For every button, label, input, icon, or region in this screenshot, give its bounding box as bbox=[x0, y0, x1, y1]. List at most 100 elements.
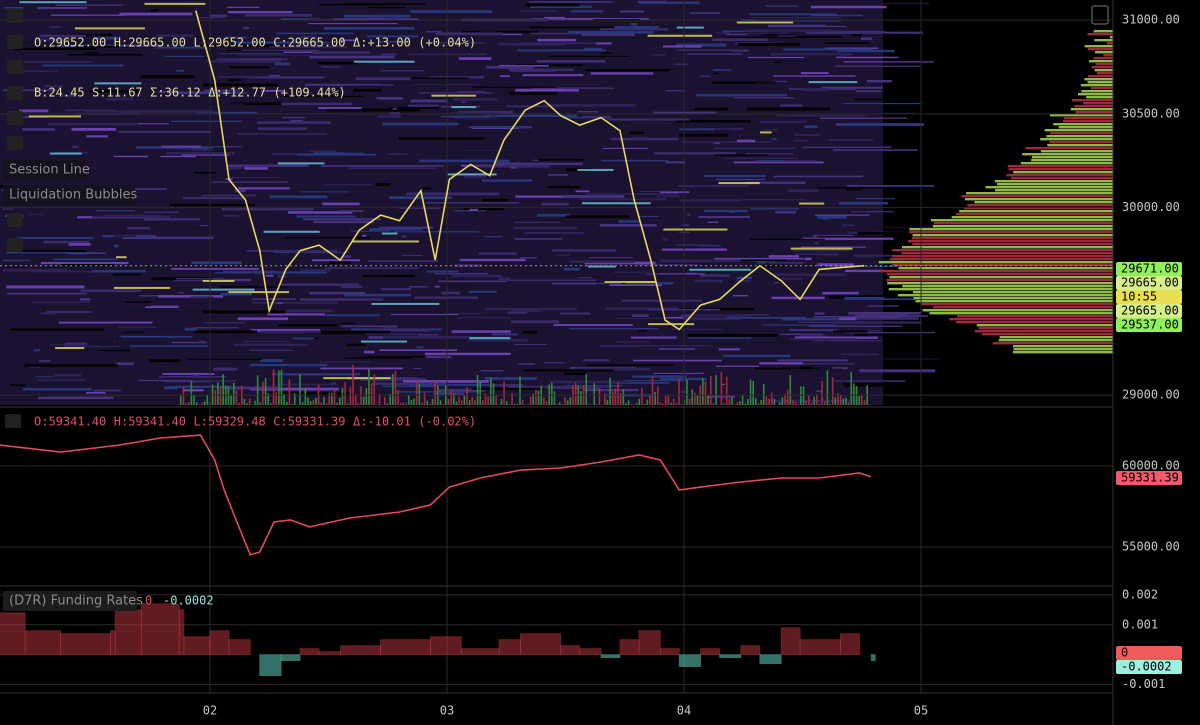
heatmap-cell bbox=[212, 147, 273, 151]
legend-value: Δ:-10.01 bbox=[353, 415, 411, 429]
menu-item[interactable]: Liquidation Bubbles bbox=[9, 188, 137, 203]
heatmap-cell bbox=[209, 14, 228, 17]
funding-step bbox=[380, 639, 431, 656]
tool-icon[interactable] bbox=[7, 9, 23, 23]
tool-icon[interactable] bbox=[7, 238, 23, 252]
tool-icon[interactable] bbox=[7, 60, 23, 74]
tool-icon[interactable] bbox=[7, 86, 23, 100]
heatmap-cell bbox=[605, 307, 699, 310]
scale-button[interactable] bbox=[1091, 5, 1109, 25]
heatmap-cell bbox=[849, 317, 919, 320]
volume-bar bbox=[503, 381, 505, 405]
heatmap-cell bbox=[202, 194, 257, 197]
volume-profile bbox=[902, 285, 1113, 288]
price-tag-bg bbox=[1116, 660, 1182, 674]
heatmap-cell bbox=[473, 165, 549, 168]
heatmap-cell bbox=[463, 175, 487, 179]
menu-item-bg[interactable] bbox=[3, 185, 135, 205]
funding-step bbox=[870, 654, 876, 662]
heatmap-cell bbox=[28, 213, 44, 215]
heatmap-cell bbox=[588, 257, 633, 259]
heatmap-cell bbox=[677, 185, 749, 187]
menu-item-bg[interactable] bbox=[3, 160, 87, 180]
heatmap-cell bbox=[23, 60, 92, 63]
heatmap-cell bbox=[284, 123, 301, 126]
heatmap-cell bbox=[214, 272, 252, 274]
tool-icon[interactable] bbox=[7, 111, 23, 125]
volume-bar bbox=[415, 380, 418, 405]
heatmap-cell bbox=[484, 236, 503, 238]
heatmap-cell bbox=[413, 367, 422, 370]
heatmap-cell bbox=[368, 260, 438, 262]
heatmap-cell bbox=[411, 84, 481, 86]
tool-icon[interactable] bbox=[7, 35, 23, 49]
panel-icon[interactable] bbox=[5, 414, 21, 428]
volume-bar bbox=[434, 380, 436, 405]
heatmap-cell bbox=[771, 80, 787, 83]
tool-icon[interactable] bbox=[7, 136, 23, 150]
volume-profile bbox=[998, 339, 1113, 342]
volume-bar bbox=[842, 398, 845, 405]
y-tick-label: 29000.00 bbox=[1122, 388, 1180, 402]
heatmap-cell bbox=[434, 285, 440, 288]
volume-bar bbox=[635, 403, 638, 405]
heatmap-cell bbox=[11, 328, 105, 331]
heatmap-cell bbox=[382, 122, 459, 126]
funding-step bbox=[600, 654, 621, 659]
heatmap-cell bbox=[762, 363, 854, 365]
volume-bar bbox=[328, 393, 330, 405]
heatmap-cell bbox=[694, 279, 724, 283]
heatmap-cell bbox=[605, 132, 623, 135]
heatmap-cell bbox=[317, 61, 357, 65]
volume-bar bbox=[755, 398, 757, 405]
volume-bar bbox=[829, 403, 831, 405]
heatmap-cell bbox=[537, 214, 571, 217]
heatmap-cell bbox=[713, 147, 796, 149]
tool-icon[interactable] bbox=[7, 213, 23, 227]
heatmap-cell bbox=[548, 104, 636, 107]
heatmap-cell bbox=[305, 330, 391, 334]
heatmap-cell bbox=[351, 165, 444, 167]
volume-bar bbox=[187, 402, 190, 405]
volume-bar bbox=[474, 400, 476, 405]
volume-bar bbox=[646, 399, 648, 405]
funding-step bbox=[110, 630, 116, 656]
menu-item[interactable]: Session Line bbox=[9, 163, 90, 178]
heatmap-cell bbox=[763, 234, 813, 238]
heatmap-cell bbox=[379, 40, 409, 43]
series bbox=[0, 10, 1113, 676]
price-tag: -0.0002 bbox=[1121, 660, 1172, 674]
heatmap-cell bbox=[720, 383, 725, 386]
heatmap-cell bbox=[713, 142, 721, 145]
heatmap-cell bbox=[269, 195, 328, 199]
volume-bar bbox=[397, 389, 399, 405]
heatmap-cell bbox=[406, 192, 500, 196]
funding-step bbox=[659, 648, 680, 656]
volume-bar bbox=[720, 371, 723, 405]
volume-profile bbox=[1106, 42, 1113, 45]
heatmap-cell bbox=[667, 50, 733, 53]
heatmap-cell bbox=[700, 274, 730, 277]
volume-bar bbox=[863, 399, 866, 405]
heatmap-cell bbox=[482, 179, 533, 182]
volume-profile bbox=[1049, 141, 1113, 144]
volume-profile bbox=[1093, 57, 1113, 60]
heatmap-cell bbox=[151, 9, 159, 12]
volume-bar bbox=[479, 382, 482, 405]
heatmap-cell bbox=[662, 238, 669, 241]
heatmap-cell bbox=[838, 317, 856, 321]
heatmap-cell bbox=[693, 314, 752, 317]
heatmap-cell bbox=[355, 77, 411, 81]
heatmap-cell bbox=[401, 235, 407, 238]
funding-step bbox=[498, 639, 521, 656]
heatmap-cell bbox=[346, 343, 366, 346]
volume-profile bbox=[913, 297, 1113, 300]
heatmap-cell bbox=[388, 249, 417, 253]
volume-bar bbox=[556, 403, 558, 405]
heatmap-cell bbox=[606, 316, 666, 319]
volume-profile bbox=[967, 204, 1113, 207]
heatmap-cell bbox=[422, 187, 432, 190]
volume-bar bbox=[270, 403, 272, 405]
volume-bar bbox=[217, 382, 219, 405]
heatmap-cell bbox=[37, 379, 86, 381]
